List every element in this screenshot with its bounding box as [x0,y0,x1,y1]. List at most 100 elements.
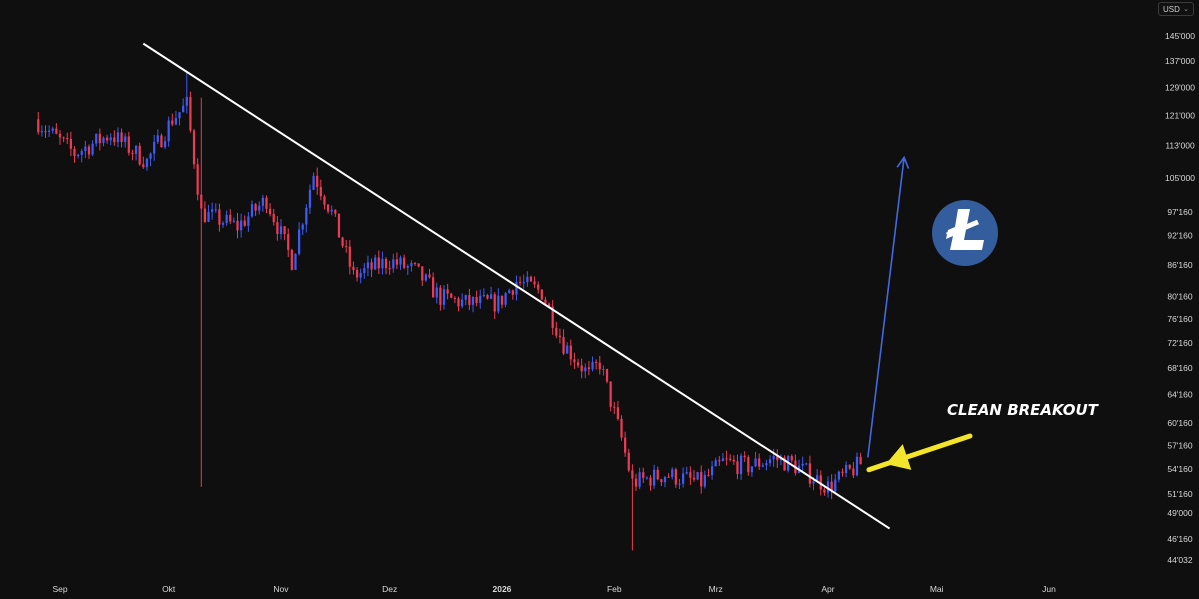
candle-body [355,270,359,278]
candle-body [573,359,576,363]
candle-body [207,211,210,222]
candle-body [645,477,649,479]
candle-body [446,289,449,294]
annotation-text: CLEAN BREAKOUT [947,401,1100,419]
candle-body [171,120,174,125]
x-tick-label: Feb [607,584,622,594]
candle-body [754,458,757,467]
y-tick-label: 145'000 [1165,31,1195,41]
candle-body [258,205,261,211]
candle-body [776,455,779,461]
price-axis[interactable]: 145'000 137'000 129'000 121'000 113'000 105'0… [1165,31,1195,565]
candle-body [729,458,732,460]
candle-body [558,335,562,338]
candle-body [160,135,163,148]
candle-body [301,224,304,230]
candle-body [710,466,714,476]
x-tick-label: Okt [162,584,176,594]
x-tick-label: Mai [930,584,944,594]
candle-body [337,213,341,238]
candle-body [287,234,290,250]
y-tick-label: 86'160 [1167,260,1193,270]
candle-body [341,237,344,247]
candle-body [714,460,717,467]
candle-body [718,460,721,462]
candle-body [855,456,859,476]
candle-body [721,458,725,461]
y-tick-label: 54'160 [1167,464,1193,474]
candle-body [439,287,442,305]
chevron-down-icon: ⌄ [1183,6,1189,13]
time-axis[interactable]: Sep Okt Nov Dez 2026 Feb Mrz Apr Mai Jun [52,584,1056,594]
logo-stroke [946,219,979,238]
y-tick-label: 60'160 [1167,418,1193,428]
candle-body [58,133,62,138]
candle-body [330,209,333,212]
candle-body [707,474,710,476]
candle-body [566,345,569,354]
x-tick-label: Dez [382,584,397,594]
candle-body [182,105,185,113]
y-tick-label: 92'160 [1167,230,1193,240]
candle-body [569,345,572,360]
candle-body [297,229,301,254]
candle-body [178,112,181,119]
candle-body [743,455,746,458]
candle-body [109,137,112,141]
candle-body [138,145,141,165]
candle-body [692,477,696,480]
currency-selector[interactable]: USD ⌄ [1158,2,1194,16]
y-tick-label: 51'160 [1167,489,1193,499]
candle-body [410,263,413,267]
candle-body [403,257,406,268]
candle-body [674,469,677,485]
candle-body [653,469,656,486]
candle-body [66,138,69,140]
candle-body [55,128,58,134]
candle-body [631,470,634,479]
candle-body [837,471,841,480]
candle-body [689,472,692,478]
annotation-arrow-shaft [866,433,973,473]
candle-body [685,472,688,474]
candle-body [232,220,236,222]
candle-body [131,152,134,154]
candle-body [124,136,127,142]
candle-body [540,289,543,300]
x-tick-label: Jun [1042,584,1056,594]
candle-body [497,295,500,312]
y-tick-label: 68'160 [1167,363,1193,373]
candle-body [671,469,674,478]
x-tick-label: 2026 [493,584,512,594]
candle-body [95,133,98,144]
candle-body [374,257,377,270]
candle-body [761,465,764,467]
y-tick-label: 44'032 [1167,555,1193,565]
candle-body [153,141,156,154]
candle-body [73,148,76,157]
candle-body [98,133,101,144]
candle-body [250,204,254,217]
candle-body [69,138,72,149]
candle-body [149,153,152,159]
candle-body [243,220,246,226]
y-tick-label: 46'160 [1167,534,1193,544]
candle-body [562,337,565,354]
candle-body [392,259,395,269]
candle-body [225,214,228,224]
candle-body [500,295,504,305]
candle-body [700,472,703,487]
candle-body [268,208,272,215]
candle-body [457,298,460,307]
candle-body [290,249,293,270]
candle-body [316,175,319,187]
candle-body [649,477,652,486]
candle-body [609,381,612,407]
currency-label: USD [1163,5,1180,14]
candle-body [845,464,848,473]
candle-body [460,299,464,307]
x-tick-label: Sep [52,584,67,594]
candle-body [522,282,525,284]
x-tick-label: Mrz [709,584,723,594]
